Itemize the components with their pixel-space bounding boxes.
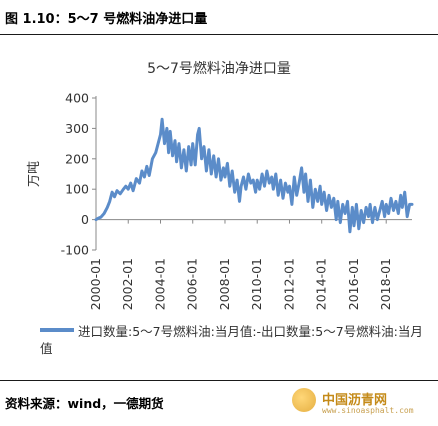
- series-line: [94, 117, 414, 234]
- x-tick-label: 2016-01: [346, 258, 361, 310]
- source-note: 资料来源：wind，一德期货: [5, 396, 164, 411]
- x-tick-label: 2018-01: [378, 258, 393, 310]
- figure-title: 图 1.10：5～7 号燃料油净进口量: [5, 12, 208, 27]
- chart-title: 5～7号燃料油净进口量: [147, 61, 291, 77]
- watermark-logo-icon: [292, 388, 316, 412]
- y-axis-label: 万吨: [27, 161, 42, 187]
- top-rule: [0, 34, 438, 35]
- watermark: 中国沥青网 www.sinoasphalt.com: [292, 386, 432, 420]
- legend: 进口数量:5～7号燃料油:当月值:-出口数量:5～7号燃料油:当月值: [40, 323, 430, 357]
- x-tick-label: 2006-01: [185, 258, 200, 310]
- legend-label: 进口数量:5～7号燃料油:当月值:-出口数量:5～7号燃料油:当月值: [40, 324, 423, 356]
- x-tick-label: 2014-01: [314, 258, 329, 310]
- x-tick-label: 2002-01: [120, 258, 135, 310]
- line-chart: -100 0 100 200 300 400 万吨 2000-01 2002-01 2004-01…: [27, 91, 414, 310]
- x-tick-label: 2008-01: [217, 258, 232, 310]
- y-tick-label: 100: [65, 182, 89, 197]
- x-tick-label: 2000-01: [88, 258, 103, 310]
- legend-swatch: [40, 327, 74, 332]
- watermark-url: www.sinoasphalt.com: [322, 406, 414, 415]
- x-tick-label: 2012-01: [281, 258, 296, 310]
- y-tick-label: 0: [81, 212, 89, 227]
- y-tick-label: 200: [65, 151, 89, 166]
- x-tick-label: 2010-01: [249, 258, 264, 310]
- bottom-rule: [0, 380, 438, 381]
- y-tick-label: 400: [65, 91, 89, 106]
- y-tick-label: 300: [65, 121, 89, 136]
- x-tick-label: 2004-01: [152, 258, 167, 310]
- y-tick-label: -100: [61, 243, 89, 258]
- watermark-name: 中国沥青网: [322, 393, 388, 408]
